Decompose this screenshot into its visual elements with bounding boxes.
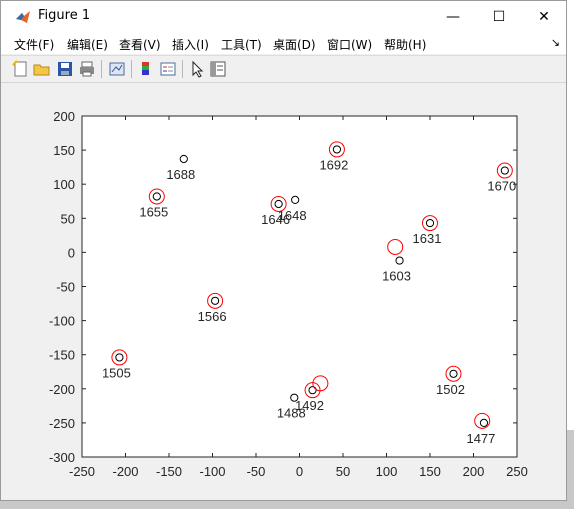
x-tick-label: -250 [69,464,95,479]
title-bar[interactable]: Figure 1 — ☐ ✕ [1,1,566,32]
figure-canvas: -250 -200 -150 -100 -50 0 50 100 150 200 250 200 150… [49,109,528,479]
point-label: 1655 [139,204,168,219]
x-tick-label: 50 [336,464,350,479]
point-label: 1502 [436,382,465,397]
red-circle [445,365,462,382]
background-window-edge [567,0,574,509]
black-point [395,256,404,265]
menu-help[interactable]: 帮助(H) [384,38,427,52]
matlab-icon [15,9,31,25]
menu-window[interactable]: 窗口(W) [327,38,373,52]
y-tick-label: 0 [68,245,75,260]
menu-insert[interactable]: 插入(I) [172,38,209,52]
y-tick-label: -300 [49,450,75,465]
point-label: 1631 [413,231,442,246]
red-circle [111,349,128,366]
black-point [479,418,489,427]
red-circle [207,292,224,309]
black-point [449,369,458,378]
black-point [152,192,161,201]
plot-area[interactable] [81,115,518,458]
point-label: 1648 [278,208,307,223]
print-icon[interactable] [78,60,96,78]
x-tick-label: 200 [463,464,485,479]
toolbar [1,55,566,83]
minimize-button[interactable]: — [446,8,460,25]
point-label: 1692 [319,157,348,172]
red-circle [328,141,345,158]
x-tick-label: 0 [296,464,303,479]
red-circle [496,162,513,179]
black-point [332,145,342,154]
black-point [425,218,435,228]
black-point [500,166,509,175]
x-tick-label: -100 [199,464,225,479]
insert-colorbar-icon[interactable] [137,60,155,78]
y-tick-label: -150 [49,348,75,363]
figure-window: Figure 1 — ☐ ✕ 文件(F) 编辑(E) 查看(V) 插入(I) 工… [0,0,567,501]
black-point [291,195,300,204]
y-tick-label: -200 [49,382,75,397]
y-tick-label: -250 [49,416,75,431]
point-label: 1477 [466,431,495,446]
red-circle [422,215,438,232]
x-tick-label: -50 [247,464,266,479]
black-point [115,353,124,362]
menu-overflow-icon[interactable]: ↘ [550,36,560,49]
window-title: Figure 1 [38,8,91,23]
black-point [211,296,220,305]
point-label: 1492 [295,398,324,413]
save-icon[interactable] [56,60,74,78]
link-plot-icon[interactable] [108,60,126,78]
point-label: 1566 [198,309,227,324]
property-inspector-icon[interactable] [209,60,227,78]
menu-bar: 文件(F) 编辑(E) 查看(V) 插入(I) 工具(T) 桌面(D) 窗口(W… [1,32,566,54]
menu-edit[interactable]: 编辑(E) [67,38,108,52]
y-tick-label: 50 [61,211,75,226]
y-tick-label: -100 [49,314,75,329]
toolbar-separator [101,60,102,78]
edit-plot-arrow-icon[interactable] [188,60,206,78]
y-tick-label: -50 [56,280,75,295]
x-tick-label: 100 [376,464,398,479]
point-label: 1688 [166,167,195,182]
menu-desktop[interactable]: 桌面(D) [273,38,316,52]
x-tick-label: 150 [419,464,441,479]
toolbar-separator [131,60,132,78]
y-tick-label: 100 [53,177,75,192]
red-circle [148,188,165,205]
axis-ticks: -250 -200 -150 -100 -50 0 50 100 150 200 250 200 150… [49,109,528,479]
point-label: 1603 [382,269,411,284]
x-tick-label: -200 [112,464,138,479]
red-circle [270,195,287,212]
point-label: 1646 [261,212,290,227]
black-point [308,386,317,395]
red-circle [474,412,491,429]
y-tick-label: 150 [53,143,75,158]
x-tick-label: -150 [156,464,182,479]
x-tick-label: 250 [506,464,528,479]
point-label: 1505 [102,365,131,380]
menu-tools[interactable]: 工具(T) [221,38,262,52]
open-folder-icon[interactable] [33,60,51,78]
point-label: 1670 [487,179,516,194]
menu-file[interactable]: 文件(F) [14,38,55,52]
maximize-button[interactable]: ☐ [492,8,506,25]
insert-legend-icon[interactable] [159,60,177,78]
y-tick-label: 200 [53,109,75,124]
black-point [290,393,299,402]
black-point [179,154,188,164]
new-figure-icon[interactable] [11,60,29,78]
black-point [274,199,283,209]
point-label: 1488 [277,406,306,421]
red-circle [387,238,404,255]
menu-view[interactable]: 查看(V) [119,38,161,52]
close-button[interactable]: ✕ [538,8,550,25]
toolbar-separator [182,60,183,78]
red-circle [312,375,329,392]
